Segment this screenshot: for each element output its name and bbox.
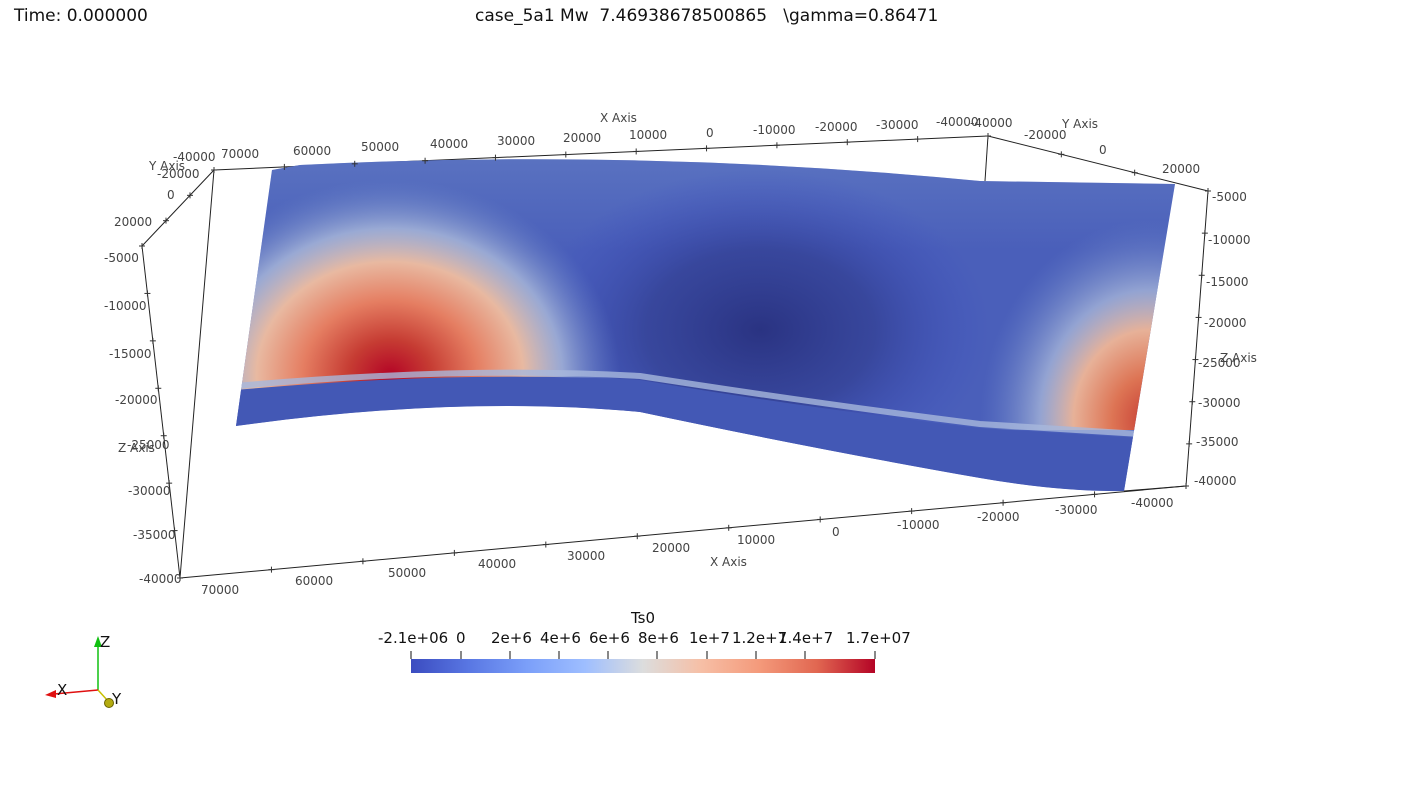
z-tick-label: -35000: [133, 528, 176, 542]
z-tick-label: -15000: [1206, 275, 1249, 289]
fault-surface: [236, 159, 1175, 492]
x-axis-title-bottom: X Axis: [710, 555, 747, 569]
colorbar-tick-label: 4e+6: [540, 629, 581, 647]
x-tick-label: -30000: [876, 118, 919, 132]
x-ticks-bottom: 70000 60000 50000 40000 30000 20000 1000…: [201, 496, 1174, 597]
y-tick-label: -40000: [970, 116, 1013, 130]
x-tick-label: 10000: [629, 128, 667, 142]
z-tick-label: -5000: [1212, 190, 1247, 204]
x-tick-label: -10000: [753, 123, 796, 137]
z-tick-label: -10000: [104, 299, 147, 313]
x-tick-label: -40000: [936, 115, 979, 129]
orientation-y-label: Y: [111, 690, 122, 708]
colorbar-tick-label: 1e+7: [689, 629, 730, 647]
orientation-axes-widget: Z X Y: [45, 633, 122, 708]
x-arrowhead-icon: [45, 690, 56, 698]
time-label: Time: 0.000000: [14, 6, 148, 26]
x-tick-label: 30000: [567, 549, 605, 563]
x-tick-label: 60000: [295, 574, 333, 588]
y-tick-label: 20000: [1162, 162, 1200, 176]
z-tick-label: -10000: [1208, 233, 1251, 247]
colorbar-tick-label: 8e+6: [638, 629, 679, 647]
bounding-box-front: [141, 169, 1187, 579]
x-tick-label: 70000: [221, 147, 259, 161]
x-tick-label: -30000: [1055, 503, 1098, 517]
x-ticks-top: 70000 60000 50000 40000 30000 20000 1000…: [221, 115, 979, 161]
y-tick-label: -20000: [1024, 128, 1067, 142]
y-tick-label: -40000: [173, 150, 216, 164]
colorbar-tick-label: 1.2e+7: [732, 629, 787, 647]
x-tick-label: 20000: [652, 541, 690, 555]
x-tick-label: 50000: [388, 566, 426, 580]
y-axis-title-right: Y Axis: [1061, 117, 1098, 131]
x-tick-label: 0: [706, 126, 714, 140]
z-axis-title-left: Z Axis: [118, 441, 155, 455]
colorbar-tick-label: 6e+6: [589, 629, 630, 647]
orientation-x-label: X: [57, 681, 67, 699]
z-tick-label: -5000: [104, 251, 139, 265]
y-tick-label: 0: [167, 188, 175, 202]
z-tick-label: -35000: [1196, 435, 1239, 449]
z-tick-label: -40000: [1194, 474, 1237, 488]
plot-title: case_5a1 Mw 7.46938678500865 \gamma=0.86…: [475, 6, 939, 26]
z-tick-label: -25000: [127, 438, 170, 452]
colorbar-tick-label: -2.1e+06: [378, 629, 448, 647]
y-arrowhead-icon: [104, 698, 114, 708]
colorbar-tick-label: 1.7e+07: [846, 629, 911, 647]
z-ticks-right: -5000 -10000 -15000 -20000 -25000 -30000…: [1194, 190, 1251, 488]
z-tick-label: -40000: [139, 572, 182, 586]
x-tick-label: 30000: [497, 134, 535, 148]
colorbar-title: Ts0: [630, 609, 655, 627]
z-tick-label: -30000: [1198, 396, 1241, 410]
x-tick-label: -20000: [815, 120, 858, 134]
colorbar-tick-label: 0: [456, 629, 466, 647]
colorbar-gradient: [411, 659, 875, 673]
z-tick-label: -20000: [115, 393, 158, 407]
y-axis-title-left: Y Axis: [148, 159, 185, 173]
y-tick-label: -20000: [157, 167, 200, 181]
z-arrowhead-icon: [94, 636, 102, 647]
x-tick-label: 40000: [478, 557, 516, 571]
x-tick-label: 70000: [201, 583, 239, 597]
y-tick-label: 20000: [114, 215, 152, 229]
z-tick-label: -25000: [1198, 356, 1241, 370]
axis-tick-marks: [139, 133, 1211, 581]
z-tick-label: -20000: [1204, 316, 1247, 330]
colorbar: Ts0 -2.1e+06 0 2e+6 4e+6 6e+6 8e+6 1e+7 …: [378, 609, 911, 673]
z-tick-label: -30000: [128, 484, 171, 498]
x-tick-label: 0: [832, 525, 840, 539]
x-tick-label: 20000: [563, 131, 601, 145]
colorbar-tick-label: 1.4e+7: [778, 629, 833, 647]
y-ticks-left: -40000 -20000 0 20000: [114, 150, 216, 229]
x-tick-label: 60000: [293, 144, 331, 158]
z-axis-title-right: Z Axis: [1220, 351, 1257, 365]
x-direction-arrow: [53, 689, 99, 695]
z-tick-label: -15000: [109, 347, 152, 361]
y-tick-label: 0: [1099, 143, 1107, 157]
x-tick-label: -40000: [1131, 496, 1174, 510]
y-ticks-right: -40000 -20000 0 20000: [970, 116, 1200, 176]
x-tick-label: 40000: [430, 137, 468, 151]
x-tick-label: 50000: [361, 140, 399, 154]
x-tick-label: -20000: [977, 510, 1020, 524]
z-ticks-left: -5000 -10000 -15000 -20000 -25000 -30000…: [104, 251, 182, 586]
x-tick-label: 10000: [737, 533, 775, 547]
x-tick-label: -10000: [897, 518, 940, 532]
colorbar-tick-label: 2e+6: [491, 629, 532, 647]
orientation-z-label: Z: [100, 633, 110, 651]
x-axis-title-top: X Axis: [600, 111, 637, 125]
